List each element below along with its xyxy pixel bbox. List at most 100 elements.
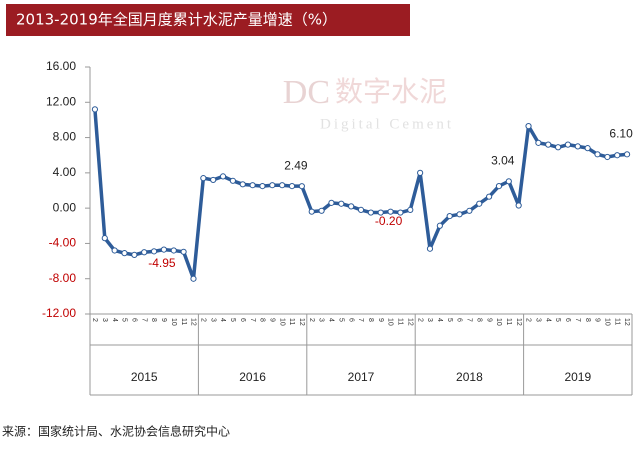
x-tick-label: 7 xyxy=(466,318,473,322)
data-point xyxy=(564,141,572,148)
data-point xyxy=(505,178,512,185)
x-tick-label: 8 xyxy=(475,318,482,322)
group-label: 2017 xyxy=(348,370,375,384)
x-tick-label: 4 xyxy=(219,318,226,322)
data-label: -0.20 xyxy=(375,214,403,228)
x-tick-label: 11 xyxy=(505,318,512,325)
data-point xyxy=(150,248,158,255)
x-tick-label: 11 xyxy=(613,318,620,325)
data-point xyxy=(279,182,286,189)
x-tick-label: 10 xyxy=(387,318,394,326)
data-point xyxy=(515,202,522,209)
y-tick-label: 4.00 xyxy=(53,165,77,179)
x-tick-label: 10 xyxy=(604,318,611,326)
x-tick-label: 8 xyxy=(150,318,157,322)
data-point xyxy=(377,209,384,216)
title-banner xyxy=(6,4,410,36)
x-tick-label: 12 xyxy=(623,318,630,326)
x-tick-label: 10 xyxy=(170,318,177,326)
data-point xyxy=(426,245,434,252)
data-point xyxy=(131,251,138,258)
data-label: 2.49 xyxy=(284,158,308,172)
data-point xyxy=(239,181,246,188)
data-point xyxy=(160,246,168,253)
x-tick-label: 3 xyxy=(209,318,216,322)
data-label: 6.10 xyxy=(609,127,633,141)
data-point xyxy=(348,203,355,210)
y-tick-label: 12.00 xyxy=(46,94,76,108)
x-tick-label: 5 xyxy=(121,318,128,322)
data-point xyxy=(229,177,236,184)
data-point xyxy=(495,182,503,190)
x-tick-label: 8 xyxy=(584,318,591,322)
data-point xyxy=(397,209,404,216)
y-tick-label: -8.00 xyxy=(49,271,77,285)
data-point xyxy=(269,182,276,189)
x-tick-label: 6 xyxy=(456,318,463,322)
y-tick-label: -12.00 xyxy=(42,306,76,320)
group-label: 2015 xyxy=(131,370,158,384)
data-point xyxy=(614,152,621,159)
x-tick-label: 7 xyxy=(574,318,581,322)
data-point xyxy=(545,141,552,148)
data-point xyxy=(121,250,128,257)
data-point xyxy=(476,200,483,207)
x-tick-label: 4 xyxy=(544,318,551,322)
data-point xyxy=(486,193,493,200)
data-point xyxy=(446,212,453,220)
x-tick-label: 12 xyxy=(406,318,413,326)
watermark: Digital Cement xyxy=(320,116,454,132)
data-point xyxy=(367,209,374,216)
x-tick-label: 2 xyxy=(416,318,423,322)
data-point xyxy=(318,207,325,214)
x-tick-label: 9 xyxy=(377,318,384,322)
data-point xyxy=(111,247,118,254)
x-tick-label: 6 xyxy=(131,318,138,322)
data-point xyxy=(180,248,187,255)
data-point xyxy=(170,247,177,254)
data-label: 3.04 xyxy=(491,153,515,167)
data-point xyxy=(249,182,256,189)
data-point xyxy=(584,145,591,152)
x-tick-label: 3 xyxy=(535,318,542,322)
data-point xyxy=(554,144,562,151)
x-tick-label: 2 xyxy=(525,318,532,322)
chart-title: 2013-2019年全国月度累计水泥产量增速（%） xyxy=(16,11,337,29)
data-point xyxy=(101,235,108,242)
x-tick-label: 4 xyxy=(436,318,443,322)
data-point xyxy=(200,175,207,182)
x-tick-label: 8 xyxy=(259,318,266,322)
data-point xyxy=(387,208,394,215)
x-tick-label: 7 xyxy=(249,318,256,322)
data-point xyxy=(219,173,227,180)
data-point xyxy=(91,106,99,113)
x-tick-label: 2 xyxy=(199,318,206,322)
y-tick-label: -4.00 xyxy=(49,236,77,250)
data-point xyxy=(417,169,424,176)
x-tick-label: 5 xyxy=(229,318,236,322)
x-tick-label: 11 xyxy=(180,318,187,325)
x-tick-label: 5 xyxy=(446,318,453,322)
data-point xyxy=(525,123,532,130)
x-tick-label: 3 xyxy=(318,318,325,322)
data-point xyxy=(535,139,542,146)
x-tick-label: 5 xyxy=(337,318,344,322)
x-tick-label: 6 xyxy=(564,318,571,322)
y-tick-label: 16.00 xyxy=(46,59,76,73)
x-tick-label: 8 xyxy=(367,318,374,322)
data-point xyxy=(436,222,443,229)
x-tick-label: 9 xyxy=(485,318,492,322)
data-point xyxy=(210,176,217,184)
x-tick-label: 5 xyxy=(554,318,561,322)
x-tick-label: 3 xyxy=(101,318,108,322)
x-tick-label: 12 xyxy=(515,318,522,326)
data-point xyxy=(338,200,345,207)
data-point xyxy=(141,249,148,256)
x-tick-label: 2 xyxy=(91,318,98,322)
x-tick-label: 11 xyxy=(288,318,295,325)
x-tick-label: 12 xyxy=(298,318,305,326)
data-point xyxy=(574,143,581,150)
x-tick-label: 6 xyxy=(239,318,246,322)
x-tick-label: 9 xyxy=(594,318,601,322)
x-tick-label: 2 xyxy=(308,318,315,322)
